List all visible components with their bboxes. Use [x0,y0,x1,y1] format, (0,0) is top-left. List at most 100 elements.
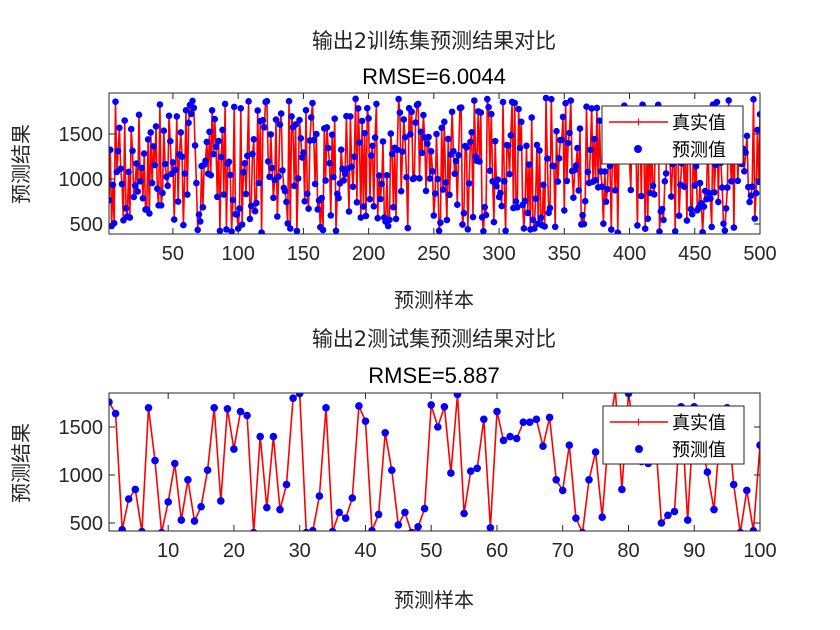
y-tick-label: 500 [70,214,103,236]
predicted-point [156,101,164,108]
predicted-point [109,181,117,189]
predicted-point [533,141,541,149]
predicted-point [683,217,691,224]
predicted-point [355,402,363,410]
predicted-point [651,191,658,198]
predicted-point [565,441,574,450]
predicted-point [217,153,225,161]
predicted-point [459,221,466,228]
predicted-point [282,480,291,489]
predicted-point [339,165,346,173]
predicted-point [512,198,520,205]
predicted-point [177,129,185,136]
x-tick-label: 50 [420,540,442,562]
predicted-point [326,159,333,167]
predicted-point [755,178,760,186]
predicted-point [275,173,282,180]
predicted-point [129,147,136,155]
predicted-point [281,187,289,195]
predicted-point [118,525,126,531]
predicted-point [627,186,635,194]
predicted-point [563,177,571,185]
predicted-point [591,135,598,143]
predicted-point [572,162,580,169]
predicted-point [250,136,258,143]
predicted-point [236,205,243,212]
predicted-point [611,187,619,194]
predicted-point [554,178,562,185]
predicted-point [263,503,271,512]
predicted-point [140,150,148,157]
predicted-point [457,104,465,111]
predicted-point [269,432,278,441]
predicted-point [225,158,233,166]
predicted-point [169,159,177,166]
predicted-point [545,413,554,422]
predicted-point [489,178,496,185]
predicted-point [341,170,349,178]
predicted-point [412,119,419,126]
predicted-point [337,146,345,153]
predicted-point [550,162,558,170]
predicted-point [592,176,599,184]
predicted-point [574,144,581,152]
predicted-point [618,485,626,494]
predicted-point [524,209,532,217]
predicted-point [284,220,292,227]
predicted-point [506,432,514,441]
predicted-point [158,528,166,531]
predicted-point [417,128,425,136]
predicted-point [366,195,374,203]
predicted-point [172,166,179,174]
predicted-point [335,194,342,202]
predicted-point [250,528,258,531]
predicted-point [340,177,348,184]
predicted-point [587,146,594,154]
predicted-point [516,144,524,152]
predicted-point [139,195,147,202]
predicted-point [427,148,435,155]
predicted-point [111,409,120,418]
predicted-point [345,208,353,215]
predicted-point [749,526,758,531]
predicted-point [746,198,753,206]
predicted-point [675,212,683,219]
predicted-point [131,485,140,494]
predicted-point [720,220,727,227]
test-rmse: RMSE=5.887 [368,363,499,388]
predicted-point [469,213,477,221]
predicted-point [386,216,393,224]
predicted-point [223,226,230,233]
predicted-point [170,216,178,223]
predicted-point [212,143,220,150]
predicted-point [134,188,141,195]
predicted-point [361,129,369,137]
predicted-point [165,112,173,120]
predicted-point [526,418,534,427]
predicted-point [374,510,383,519]
predicted-point [528,114,535,121]
x-tick-label: 200 [352,243,385,265]
predicted-point [484,95,491,103]
predicted-point [174,198,182,205]
predicted-point [313,130,320,138]
predicted-point [539,442,547,451]
predicted-point [203,138,211,146]
predicted-point [152,123,160,130]
x-tick-label: 90 [683,540,705,562]
predicted-point [576,125,584,132]
predicted-point [297,135,305,142]
predicted-point [362,212,370,220]
predicted-point [109,398,113,406]
predicted-point [467,138,474,146]
predicted-point [512,434,521,443]
predicted-point [476,158,483,165]
predicted-point [671,228,679,234]
predicted-point [499,436,508,445]
predicted-point [408,528,415,531]
train-axes: 输出2训练集预测结果对比 RMSE=6.0044 50 100 150 200 250 3… [9,29,777,312]
predicted-point [244,152,251,160]
predicted-point [195,211,203,218]
predicted-point [126,214,134,221]
axes-frame [108,92,761,235]
